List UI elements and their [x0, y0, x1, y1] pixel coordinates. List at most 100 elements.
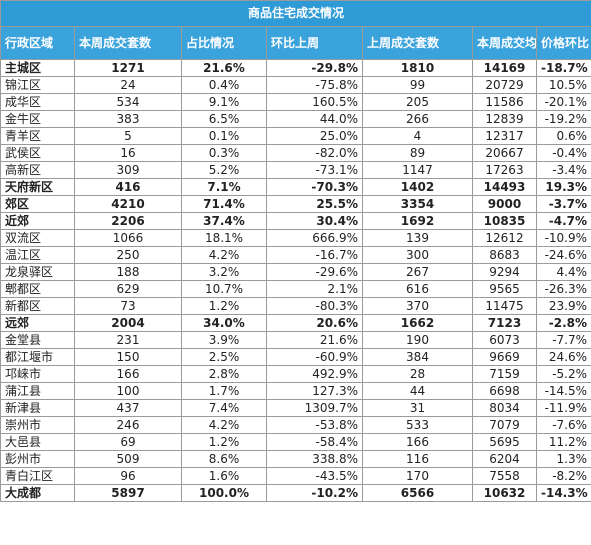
cell-wow: 160.5%: [266, 93, 363, 111]
header-share: 占比情况: [181, 26, 267, 60]
housing-transactions-table: 商品住宅成交情况 行政区域 本周成交套数 占比情况 环比上周 上周成交套数 本周…: [0, 0, 591, 502]
cell-last-units: 370: [362, 297, 473, 315]
cell-avg-price: 7159: [472, 365, 537, 383]
cell-units: 416: [74, 178, 182, 196]
table-row: 武侯区 16 0.3% -82.0% 89 20667 -0.4%: [0, 144, 591, 162]
table-row: 蒲江县 100 1.7% 127.3% 44 6698 -14.5%: [0, 382, 591, 400]
cell-share: 71.4%: [181, 195, 267, 213]
cell-last-units: 616: [362, 280, 473, 298]
cell-units: 150: [74, 348, 182, 366]
table-row: 锦江区 24 0.4% -75.8% 99 20729 10.5%: [0, 76, 591, 94]
cell-wow: 25.0%: [266, 127, 363, 145]
cell-units: 1271: [74, 59, 182, 77]
cell-units: 437: [74, 399, 182, 417]
cell-last-units: 44: [362, 382, 473, 400]
cell-price-wow: -4.7%: [535, 212, 591, 230]
cell-avg-price: 12839: [472, 110, 537, 128]
cell-price-wow: -10.9%: [535, 229, 591, 247]
table-row: 金堂县 231 3.9% 21.6% 190 6073 -7.7%: [0, 331, 591, 349]
cell-price-wow: -3.4%: [535, 161, 591, 179]
cell-share: 10.7%: [181, 280, 267, 298]
table-row: 双流区 1066 18.1% 666.9% 139 12612 -10.9%: [0, 229, 591, 247]
cell-avg-price: 9565: [472, 280, 537, 298]
cell-region: 天府新区: [0, 178, 75, 196]
table-row: 主城区 1271 21.6% -29.8% 1810 14169 -18.7%: [0, 59, 591, 77]
cell-share: 0.3%: [181, 144, 267, 162]
cell-price-wow: -8.2%: [535, 467, 591, 485]
cell-region: 主城区: [0, 59, 75, 77]
cell-avg-price: 9669: [472, 348, 537, 366]
cell-share: 7.1%: [181, 178, 267, 196]
cell-units: 383: [74, 110, 182, 128]
cell-avg-price: 11586: [472, 93, 537, 111]
table-row: 新都区 73 1.2% -80.3% 370 11475 23.9%: [0, 297, 591, 315]
cell-avg-price: 7079: [472, 416, 537, 434]
cell-share: 3.9%: [181, 331, 267, 349]
cell-share: 1.2%: [181, 297, 267, 315]
cell-units: 100: [74, 382, 182, 400]
cell-avg-price: 20729: [472, 76, 537, 94]
cell-share: 18.1%: [181, 229, 267, 247]
table-row: 崇州市 246 4.2% -53.8% 533 7079 -7.6%: [0, 416, 591, 434]
cell-avg-price: 11475: [472, 297, 537, 315]
cell-price-wow: -5.2%: [535, 365, 591, 383]
cell-region: 近郊: [0, 212, 75, 230]
cell-share: 8.6%: [181, 450, 267, 468]
cell-wow: -75.8%: [266, 76, 363, 94]
cell-region: 锦江区: [0, 76, 75, 94]
cell-share: 21.6%: [181, 59, 267, 77]
table-row: 金牛区 383 6.5% 44.0% 266 12839 -19.2%: [0, 110, 591, 128]
cell-price-wow: -7.6%: [535, 416, 591, 434]
table-row: 成华区 534 9.1% 160.5% 205 11586 -20.1%: [0, 93, 591, 111]
cell-wow: 21.6%: [266, 331, 363, 349]
table-title: 商品住宅成交情况: [0, 0, 591, 27]
cell-units: 509: [74, 450, 182, 468]
table-row: 大邑县 69 1.2% -58.4% 166 5695 11.2%: [0, 433, 591, 451]
cell-units: 2004: [74, 314, 182, 332]
cell-avg-price: 7558: [472, 467, 537, 485]
cell-last-units: 205: [362, 93, 473, 111]
cell-price-wow: -14.3%: [535, 484, 591, 502]
cell-price-wow: -3.7%: [535, 195, 591, 213]
cell-last-units: 166: [362, 433, 473, 451]
cell-region: 温江区: [0, 246, 75, 264]
cell-avg-price: 10835: [472, 212, 537, 230]
cell-last-units: 1147: [362, 161, 473, 179]
cell-price-wow: 19.3%: [535, 178, 591, 196]
cell-avg-price: 9294: [472, 263, 537, 281]
cell-share: 7.4%: [181, 399, 267, 417]
cell-price-wow: -14.5%: [535, 382, 591, 400]
cell-share: 2.5%: [181, 348, 267, 366]
cell-avg-price: 17263: [472, 161, 537, 179]
cell-share: 4.2%: [181, 246, 267, 264]
cell-avg-price: 8683: [472, 246, 537, 264]
cell-share: 6.5%: [181, 110, 267, 128]
cell-share: 9.1%: [181, 93, 267, 111]
table-row: 彭州市 509 8.6% 338.8% 116 6204 1.3%: [0, 450, 591, 468]
cell-last-units: 4: [362, 127, 473, 145]
cell-last-units: 6566: [362, 484, 473, 502]
cell-price-wow: -24.6%: [535, 246, 591, 264]
cell-price-wow: -7.7%: [535, 331, 591, 349]
cell-wow: -29.6%: [266, 263, 363, 281]
cell-units: 1066: [74, 229, 182, 247]
cell-units: 2206: [74, 212, 182, 230]
cell-last-units: 533: [362, 416, 473, 434]
cell-region: 邛崃市: [0, 365, 75, 383]
table-row: 龙泉驿区 188 3.2% -29.6% 267 9294 4.4%: [0, 263, 591, 281]
cell-price-wow: 4.4%: [535, 263, 591, 281]
table-row: 青羊区 5 0.1% 25.0% 4 12317 0.6%: [0, 127, 591, 145]
cell-units: 69: [74, 433, 182, 451]
cell-region: 彭州市: [0, 450, 75, 468]
cell-last-units: 1402: [362, 178, 473, 196]
cell-avg-price: 6073: [472, 331, 537, 349]
cell-price-wow: -2.8%: [535, 314, 591, 332]
cell-units: 16: [74, 144, 182, 162]
cell-avg-price: 7123: [472, 314, 537, 332]
cell-region: 大成都: [0, 484, 75, 502]
cell-region: 新都区: [0, 297, 75, 315]
table-row: 天府新区 416 7.1% -70.3% 1402 14493 19.3%: [0, 178, 591, 196]
table-row: 郫都区 629 10.7% 2.1% 616 9565 -26.3%: [0, 280, 591, 298]
cell-wow: 20.6%: [266, 314, 363, 332]
table-row: 新津县 437 7.4% 1309.7% 31 8034 -11.9%: [0, 399, 591, 417]
